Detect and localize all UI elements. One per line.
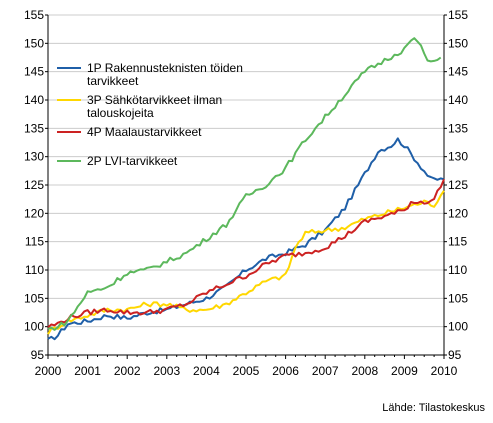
- y-tick-label-left: 125: [24, 178, 44, 192]
- y-tick-label-right: 130: [448, 150, 468, 164]
- series-line: [47, 37, 442, 331]
- series-line: [47, 178, 445, 329]
- series-lines: [47, 37, 445, 341]
- x-tick-label: 2000: [35, 364, 62, 378]
- legend-label: tarvikkeet: [87, 74, 139, 88]
- y-tick-label-left: 105: [24, 291, 44, 305]
- x-tick-label: 2007: [312, 364, 339, 378]
- source-label: Lähde: Tilastokeskus: [382, 402, 485, 414]
- y-tick-label-right: 105: [448, 291, 468, 305]
- y-tick-label-right: 115: [448, 235, 467, 249]
- x-tick-label: 2006: [272, 364, 299, 378]
- y-tick-label-right: 120: [448, 206, 468, 220]
- legend-label: 3P Sähkötarvikkeet ilman: [87, 93, 222, 107]
- y-tick-label-left: 120: [24, 206, 44, 220]
- y-tick-label-right: 100: [448, 320, 468, 334]
- y-tick-label-left: 145: [24, 65, 44, 79]
- y-tick-label-left: 100: [24, 320, 44, 334]
- legend-label: 4P Maalaustarvikkeet: [87, 125, 202, 139]
- y-tick-label-left: 110: [25, 263, 44, 277]
- x-tick-label: 2001: [74, 364, 101, 378]
- y-tick-label-left: 130: [24, 150, 44, 164]
- legend-label: 2P LVI-tarvikkeet: [87, 154, 178, 168]
- y-tick-label-right: 95: [448, 348, 462, 362]
- y-tick-label-right: 110: [448, 263, 467, 277]
- grid-lines: [48, 14, 444, 356]
- x-tick-label: 2008: [351, 364, 378, 378]
- y-tick-label-right: 125: [448, 178, 468, 192]
- y-tick-label-right: 140: [448, 93, 468, 107]
- x-tick-label: 2005: [233, 364, 260, 378]
- x-tick-label: 2010: [431, 364, 458, 378]
- legend-label: 1P Rakennusteknisten töiden: [87, 61, 243, 75]
- y-tick-label-left: 95: [31, 348, 45, 362]
- legend-label: talouskojeita: [87, 106, 154, 120]
- x-tick-label: 2003: [153, 364, 180, 378]
- y-tick-label-left: 135: [24, 121, 44, 135]
- series-line: [47, 137, 445, 341]
- y-tick-label-left: 140: [24, 93, 44, 107]
- x-tick-label: 2002: [114, 364, 141, 378]
- y-tick-label-left: 115: [25, 235, 44, 249]
- y-tick-label-right: 135: [448, 121, 468, 135]
- y-tick-label-left: 150: [24, 36, 44, 50]
- x-tick-label: 2004: [193, 364, 220, 378]
- y-tick-label-right: 150: [448, 36, 468, 50]
- y-tick-label-left: 155: [24, 8, 44, 22]
- y-tick-label-right: 155: [448, 8, 468, 22]
- x-tick-label: 2009: [391, 364, 418, 378]
- axes: 95 95 100 100 105 105 110 110 115 115 120 120 125 125…: [24, 8, 468, 378]
- y-tick-label-right: 145: [448, 65, 468, 79]
